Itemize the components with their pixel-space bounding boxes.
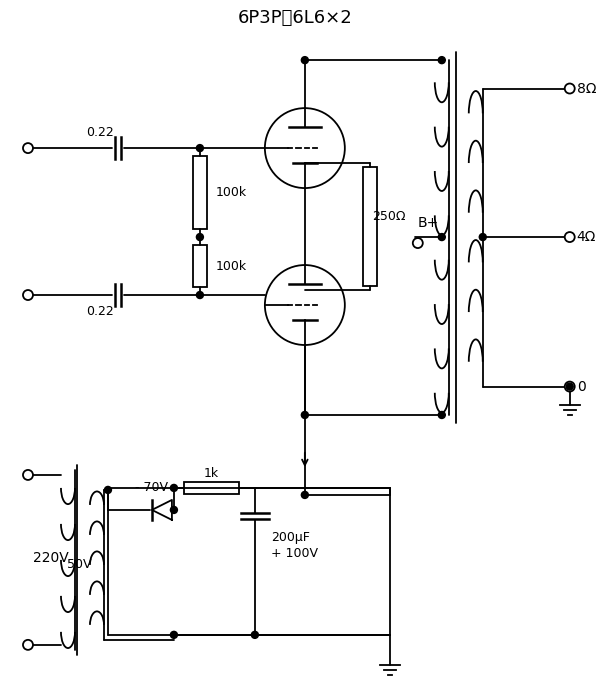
Text: 250Ω: 250Ω — [372, 209, 406, 223]
Circle shape — [479, 234, 486, 240]
Circle shape — [196, 291, 203, 298]
Bar — [184, 482, 239, 494]
Bar — [363, 167, 377, 286]
Circle shape — [565, 232, 575, 242]
Text: - 70V: - 70V — [136, 482, 169, 495]
Text: 100k: 100k — [216, 260, 247, 273]
Text: 0.22: 0.22 — [86, 125, 114, 138]
Text: 4Ω: 4Ω — [577, 230, 596, 244]
Text: 220V: 220V — [33, 551, 69, 565]
Circle shape — [23, 143, 33, 153]
Circle shape — [251, 631, 259, 638]
Text: 8Ω: 8Ω — [577, 81, 596, 96]
Circle shape — [23, 640, 33, 650]
Circle shape — [565, 382, 575, 391]
Text: 200μF: 200μF — [271, 531, 310, 544]
Circle shape — [170, 484, 178, 491]
Circle shape — [23, 290, 33, 300]
Circle shape — [196, 145, 203, 152]
Text: 0: 0 — [577, 380, 586, 393]
Circle shape — [565, 83, 575, 94]
Circle shape — [23, 470, 33, 480]
Text: 0.22: 0.22 — [86, 305, 114, 318]
Circle shape — [170, 506, 178, 513]
Circle shape — [566, 383, 573, 390]
Bar — [193, 245, 207, 287]
Circle shape — [104, 486, 112, 493]
Circle shape — [438, 56, 445, 63]
Circle shape — [413, 238, 423, 248]
Text: 6P3P、6L6×2: 6P3P、6L6×2 — [238, 9, 352, 27]
Circle shape — [438, 411, 445, 418]
Circle shape — [170, 631, 178, 638]
Circle shape — [301, 56, 308, 63]
Circle shape — [301, 411, 308, 418]
Circle shape — [196, 234, 203, 240]
Text: 100k: 100k — [216, 185, 247, 198]
Text: 1k: 1k — [203, 467, 218, 480]
Text: B+: B+ — [418, 216, 439, 230]
Text: 50V: 50V — [67, 558, 92, 571]
Text: + 100V: + 100V — [271, 547, 318, 560]
Circle shape — [438, 234, 445, 240]
Circle shape — [301, 491, 308, 498]
Bar — [193, 156, 207, 229]
